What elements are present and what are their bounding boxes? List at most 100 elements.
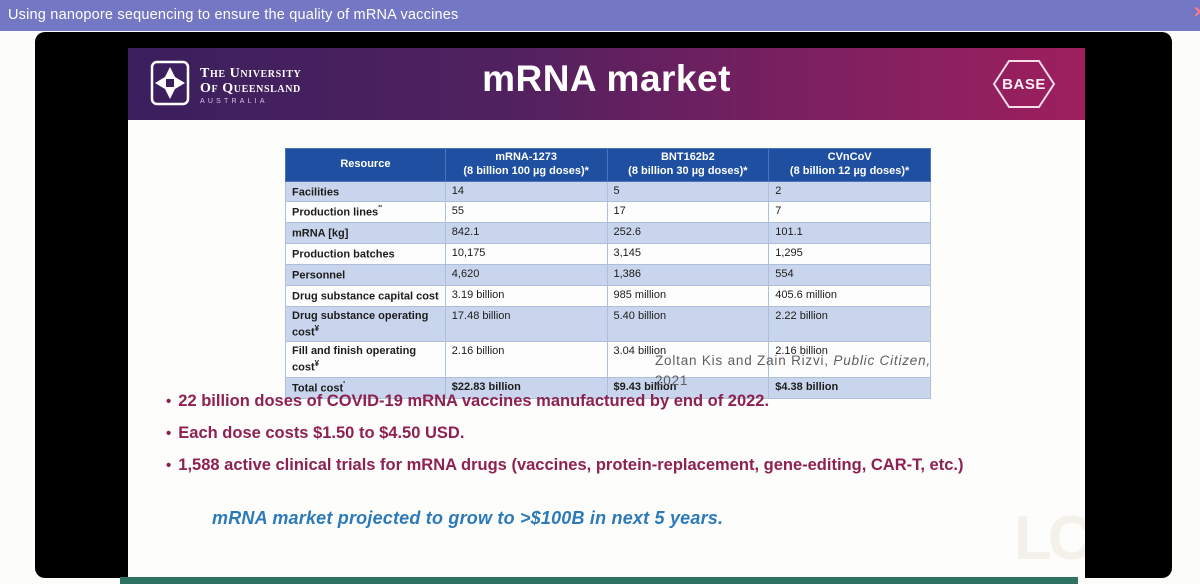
table-row: Facilities 14 5 2 — [285, 180, 931, 203]
hexagon-icon — [992, 60, 1056, 108]
cell: 5.40 billion — [606, 306, 770, 343]
col-header-bnt162b2: BNT162b2 (8 billion 30 µg doses)* — [606, 148, 770, 182]
mrna-market-table: Resource mRNA-1273 (8 billion 100 µg dos… — [285, 148, 931, 399]
col-dose: (8 billion 100 µg doses)* — [463, 164, 589, 177]
table-header-row: Resource mRNA-1273 (8 billion 100 µg dos… — [285, 148, 931, 182]
cell: 3.19 billion — [444, 285, 608, 308]
row-label-text: Facilities — [292, 186, 340, 199]
row-label-sup: ¥ — [314, 323, 320, 333]
cell: 2.22 billion — [768, 306, 931, 343]
cell: 985 million — [606, 285, 770, 308]
cell: 252.6 — [606, 222, 770, 245]
citation-year: 2021 — [655, 373, 689, 389]
row-label: Personnel — [285, 264, 446, 287]
table-row: Personnel 4,620 1,386 554 — [285, 264, 931, 287]
slide-title: mRNA market — [482, 58, 731, 99]
cell: 17 — [606, 201, 770, 224]
cell: 405.6 million — [768, 285, 931, 308]
row-label: Total cost' — [285, 376, 446, 399]
slide-header: The University Of Queensland AUSTRALIA m… — [128, 48, 1085, 120]
row-label: Drug substance capital cost — [285, 285, 446, 308]
list-item: • Each dose costs $1.50 to $4.50 USD. — [166, 424, 1046, 443]
row-label-text: Total cost — [292, 382, 344, 395]
row-label: Production lines'' — [285, 201, 446, 224]
list-item: • 1,588 active clinical trials for mRNA … — [166, 456, 1046, 475]
row-label-text: mRNA [kg] — [292, 228, 349, 241]
row-label-text: Drug substance operating cost — [292, 310, 429, 339]
row-label: Drug substance operating cost¥ — [285, 306, 446, 343]
col-name: mRNA-1273 — [495, 151, 558, 163]
row-label-text: Production batches — [292, 249, 395, 262]
col-header-cvncov: CVnCoV (8 billion 12 µg doses)* — [768, 148, 931, 182]
bullet-icon: • — [166, 393, 172, 410]
citation-authors: Zoltan Kis and Zain Rizvi, — [655, 353, 834, 368]
cell: 554 — [768, 264, 931, 287]
cell: 2.16 billion — [444, 341, 608, 378]
row-label: Production batches — [285, 243, 446, 266]
col-header-mrna1273: mRNA-1273 (8 billion 100 µg doses)* — [444, 148, 608, 182]
cell: $4.38 billion — [768, 376, 931, 399]
citation: Zoltan Kis and Zain Rizvi, Public Citize… — [655, 351, 955, 392]
cell: 17.48 billion — [444, 306, 608, 343]
uq-crest-icon — [150, 60, 190, 111]
table-row: Drug substance operating cost¥ 17.48 bil… — [285, 306, 931, 343]
cell: 842.1 — [444, 222, 608, 245]
cell: 2 — [768, 180, 931, 203]
row-label-sup: '' — [378, 204, 382, 214]
table-row: Production batches 10,175 3,145 1,295 — [285, 243, 931, 266]
cell: 101.1 — [768, 222, 931, 245]
col-dose: (8 billion 12 µg doses)* — [789, 164, 910, 177]
slide: The University Of Queensland AUSTRALIA m… — [128, 48, 1085, 578]
cell: 7 — [768, 201, 931, 224]
row-label: Fill and finish operating cost¥ — [285, 341, 446, 378]
row-label-text: Drug substance capital cost — [292, 290, 439, 303]
base-label: BASE — [1002, 75, 1046, 93]
row-label-text: Fill and finish operating cost — [292, 345, 417, 374]
bullet-icon: • — [166, 425, 172, 442]
close-icon[interactable]: ✕ — [1193, 4, 1200, 21]
cell: 4,620 — [444, 264, 608, 287]
projection-statement: mRNA market projected to grow to >$100B … — [212, 508, 724, 528]
window-title: Using nanopore sequencing to ensure the … — [8, 7, 459, 23]
row-label-sup: ¥ — [314, 358, 320, 368]
cell: 3,145 — [606, 243, 770, 266]
row-label-text: Personnel — [292, 269, 346, 282]
bullet-text: 22 billion doses of COVID-19 mRNA vaccin… — [178, 392, 770, 410]
row-label: mRNA [kg] — [285, 222, 446, 245]
cell: 5 — [606, 180, 770, 203]
col-dose: (8 billion 30 µg doses)* — [628, 164, 748, 177]
cell: 2.16 billion — [768, 341, 931, 378]
table-row: mRNA [kg] 842.1 252.6 101.1 — [285, 222, 931, 245]
table-row: Production lines'' 55 17 7 — [285, 201, 931, 224]
window-titlebar: Using nanopore sequencing to ensure the … — [0, 0, 1200, 31]
cell: 55 — [444, 201, 608, 224]
col-name: BNT162b2 — [660, 151, 715, 163]
cell: 1,295 — [768, 243, 931, 266]
video-area: The University Of Queensland AUSTRALIA m… — [35, 32, 1172, 578]
uq-line3: AUSTRALIA — [200, 98, 268, 105]
bullet-text: Each dose costs $1.50 to $4.50 USD. — [178, 424, 465, 442]
cell: 10,175 — [444, 243, 608, 266]
col-header-resource: Resource — [285, 148, 446, 182]
uq-line1: The University — [200, 66, 302, 81]
base-logo: BASE — [991, 56, 1057, 112]
cell: 14 — [444, 180, 608, 203]
uq-line2: Of Queensland — [200, 81, 301, 96]
list-item: • 22 billion doses of COVID-19 mRNA vacc… — [166, 392, 1046, 411]
col-name: CVnCoV — [827, 151, 872, 163]
bullet-text: 1,588 active clinical trials for mRNA dr… — [178, 456, 964, 474]
cell: $9.43 billion — [606, 376, 770, 399]
table-row: Drug substance capital cost 3.19 billion… — [285, 285, 931, 308]
uq-wordmark: The University Of Queensland AUSTRALIA — [200, 66, 301, 105]
cell: 3.04 billion — [606, 341, 770, 378]
bullet-list: • 22 billion doses of COVID-19 mRNA vacc… — [166, 392, 1046, 475]
uq-logo: The University Of Queensland AUSTRALIA — [150, 60, 301, 111]
row-label-text: Production lines — [292, 207, 379, 220]
citation-source: Public Citizen, — [833, 353, 931, 368]
bullet-icon: • — [166, 457, 172, 474]
row-label-sup: ' — [343, 379, 346, 389]
table-row-total: Total cost' $22.83 billion $9.43 billion… — [285, 376, 931, 399]
progress-strip — [120, 577, 1078, 584]
watermark: LC — [1014, 504, 1085, 573]
